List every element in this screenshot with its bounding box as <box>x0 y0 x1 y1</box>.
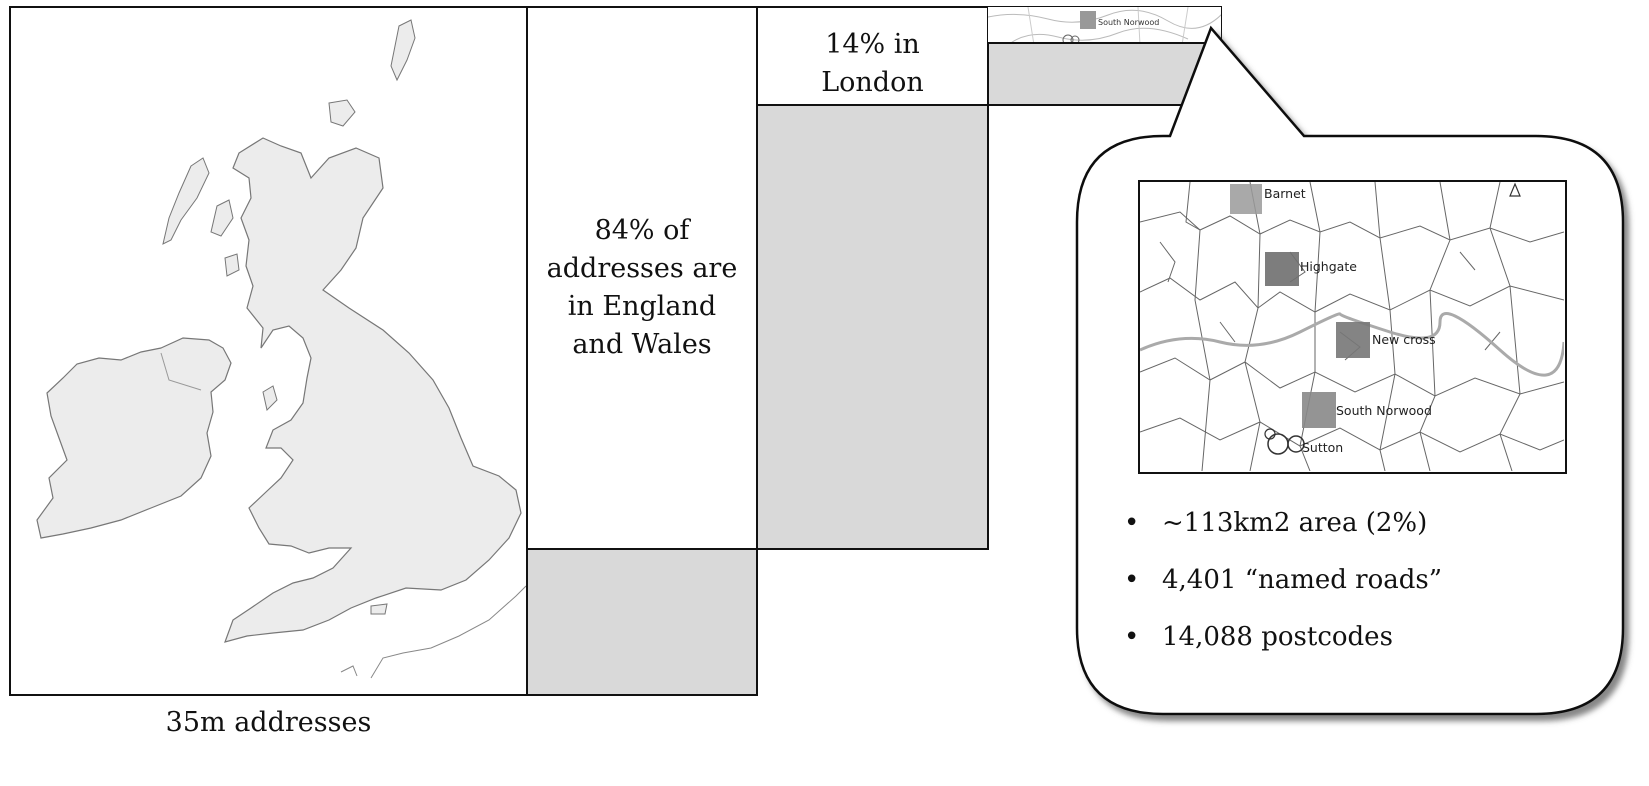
london-remainder <box>756 104 989 550</box>
bullet-named-roads: 4,401 “named roads” <box>1124 565 1442 622</box>
great-britain-landmass <box>224 137 522 643</box>
isle-of-man <box>262 385 278 411</box>
callout-bullets: ~113km2 area (2%) 4,401 “named roads” 14… <box>1124 508 1442 679</box>
london-inset-map: Barnet Highgate New cross South Norwood … <box>1138 180 1567 474</box>
ireland-landmass <box>36 337 232 539</box>
uk-map-panel <box>9 6 528 696</box>
north-arrow-icon <box>1509 182 1521 197</box>
thumbnail-map: South Norwood <box>988 7 1221 43</box>
bullet-postcodes: 14,088 postcodes <box>1124 622 1442 679</box>
uk-ireland-map <box>36 19 527 679</box>
uk-addresses-caption: 35m addresses <box>165 707 372 738</box>
england-wales-remainder <box>526 548 758 696</box>
thumbnail-place-label: South Norwood <box>1098 18 1159 27</box>
thames-river <box>1140 312 1565 377</box>
shetland <box>390 19 416 82</box>
map-label-sutton: Sutton <box>1302 440 1343 455</box>
map-label-barnet: Barnet <box>1264 186 1306 201</box>
orkney <box>328 99 356 127</box>
map-label-new-cross: New cross <box>1372 332 1436 347</box>
hebrides <box>162 157 210 245</box>
map-label-highgate: Highgate <box>1300 259 1357 274</box>
england-wales-share-text: 84% of addresses are in England and Wale… <box>546 215 738 360</box>
map-label-south-norwood: South Norwood <box>1336 403 1432 418</box>
london-share-text: 14% in London <box>821 29 924 98</box>
bullet-area: ~113km2 area (2%) <box>1124 508 1442 565</box>
england-wales-panel <box>526 6 758 550</box>
